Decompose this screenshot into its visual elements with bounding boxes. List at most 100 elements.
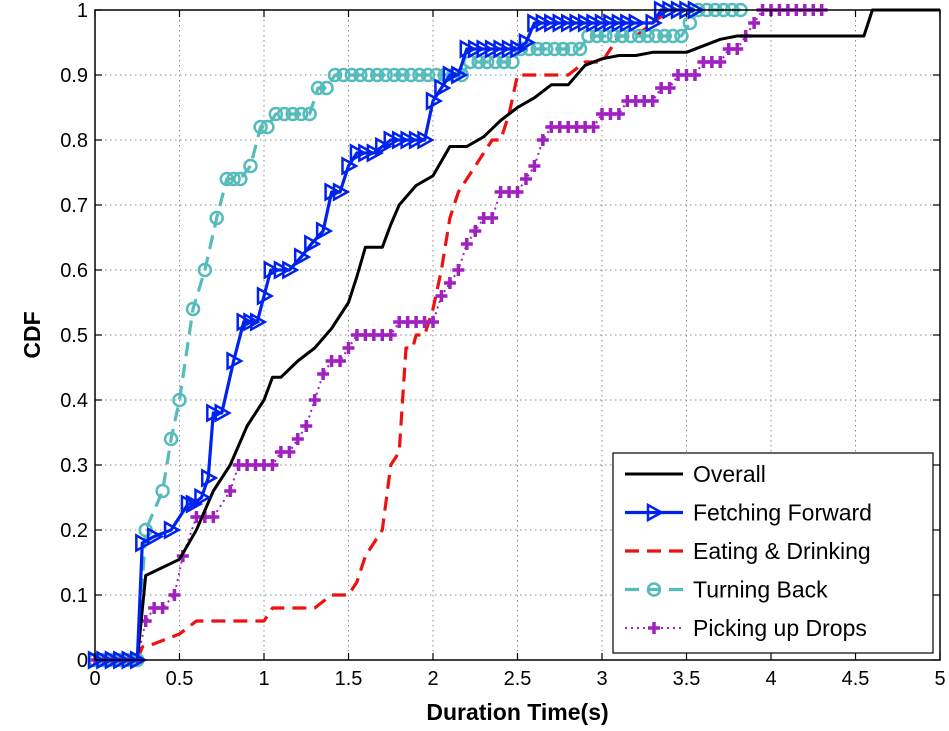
triangle-marker bbox=[560, 13, 579, 33]
triangle-marker bbox=[577, 13, 596, 33]
plus-marker bbox=[486, 212, 499, 224]
plus-marker bbox=[536, 134, 549, 146]
triangle-marker bbox=[358, 143, 376, 163]
triangle-marker bbox=[282, 260, 300, 280]
triangle-marker bbox=[569, 13, 587, 33]
circle-marker bbox=[547, 41, 562, 57]
plus-marker bbox=[731, 43, 744, 55]
circle-marker bbox=[319, 80, 334, 96]
plus-marker bbox=[469, 225, 482, 237]
triangle-marker bbox=[611, 13, 629, 33]
plus-marker bbox=[435, 290, 448, 302]
circle-marker bbox=[310, 80, 326, 96]
legend-label: Fetching Forward bbox=[693, 500, 872, 526]
triangle-marker bbox=[586, 13, 604, 33]
triangle-marker bbox=[459, 39, 477, 59]
triangle-marker bbox=[341, 156, 359, 176]
circle-marker bbox=[219, 171, 235, 187]
plus-marker bbox=[460, 238, 473, 250]
circle-marker bbox=[420, 67, 436, 83]
legend-label: Turning Back bbox=[693, 577, 828, 603]
triangle-marker bbox=[226, 351, 244, 371]
plus-marker bbox=[511, 186, 524, 198]
triangle-marker bbox=[200, 468, 219, 488]
triangle-marker bbox=[544, 13, 562, 33]
circle-marker bbox=[197, 262, 213, 278]
circle-marker bbox=[353, 67, 368, 83]
triangle-marker bbox=[324, 182, 342, 202]
triangle-marker bbox=[206, 403, 224, 423]
triangle-marker bbox=[273, 260, 291, 280]
triangle-marker bbox=[417, 130, 435, 150]
triangle-marker bbox=[535, 13, 553, 33]
plus-marker bbox=[207, 511, 220, 523]
circle-marker bbox=[285, 106, 300, 122]
triangle-marker bbox=[293, 247, 312, 267]
triangle-marker bbox=[180, 494, 199, 514]
circle-marker bbox=[564, 41, 579, 57]
y-tick-label: 0.2 bbox=[60, 520, 88, 542]
triangle-marker bbox=[163, 520, 182, 540]
plus-marker bbox=[443, 277, 456, 289]
x-tick-label: 2.5 bbox=[504, 668, 532, 690]
circle-marker bbox=[378, 67, 393, 83]
triangle-marker bbox=[646, 502, 665, 523]
triangle-marker bbox=[468, 39, 486, 59]
plus-marker bbox=[648, 622, 660, 634]
triangle-marker bbox=[442, 65, 460, 85]
plus-marker bbox=[612, 108, 625, 120]
circle-marker bbox=[185, 301, 201, 317]
series-0 bbox=[95, 8, 940, 662]
triangle-marker bbox=[249, 312, 268, 332]
triangle-marker bbox=[185, 494, 204, 514]
tick-layer: 0 0.5 1 1.5 2 2.5 3 3.5 4 4.5 5 0 0.1 0.2 0.3 0.4 0.5 0.6… bbox=[60, 0, 945, 690]
legend-label: Eating & Drinking bbox=[693, 538, 871, 564]
plus-marker bbox=[317, 368, 330, 380]
triangle-marker bbox=[383, 130, 401, 150]
circle-marker bbox=[243, 158, 258, 174]
legend-label: Picking up Drops bbox=[693, 615, 867, 641]
plus-marker bbox=[427, 316, 439, 328]
y-tick-label: 0.7 bbox=[60, 195, 88, 217]
circle-marker bbox=[403, 67, 419, 83]
triangle-marker bbox=[425, 91, 444, 111]
series-line bbox=[95, 8, 671, 662]
circle-marker bbox=[530, 41, 546, 57]
y-tick-label: 1 bbox=[77, 0, 88, 22]
triangle-marker bbox=[214, 403, 232, 423]
plus-marker bbox=[342, 342, 355, 354]
plus-marker bbox=[663, 82, 676, 94]
triangle-marker bbox=[451, 65, 469, 85]
series-line bbox=[95, 8, 940, 662]
triangle-marker bbox=[332, 182, 351, 202]
triangle-marker bbox=[315, 221, 334, 241]
circle-marker bbox=[226, 171, 241, 187]
triangle-marker bbox=[135, 533, 153, 553]
plus-marker bbox=[452, 264, 465, 276]
circle-marker bbox=[163, 431, 179, 447]
plus-marker bbox=[266, 459, 279, 471]
plus-marker bbox=[308, 394, 321, 406]
circle-marker bbox=[412, 67, 427, 83]
circle-marker bbox=[555, 41, 571, 57]
plus-marker bbox=[528, 160, 541, 172]
circle-marker bbox=[631, 28, 647, 44]
triangle-marker bbox=[594, 13, 613, 33]
circle-marker bbox=[327, 67, 343, 83]
x-tick-label: 3.5 bbox=[673, 668, 701, 690]
y-tick-label: 0.6 bbox=[60, 260, 88, 282]
series-2 bbox=[95, 8, 671, 662]
triangle-marker bbox=[518, 32, 537, 53]
plus-marker bbox=[519, 173, 532, 185]
y-tick-label: 0.3 bbox=[60, 455, 88, 477]
circle-marker bbox=[155, 483, 170, 499]
circle-marker bbox=[395, 67, 410, 83]
circle-marker bbox=[302, 106, 317, 122]
x-tick-label: 4.5 bbox=[842, 668, 870, 690]
y-tick-label: 0.5 bbox=[60, 325, 88, 347]
triangle-marker bbox=[146, 526, 165, 547]
circle-marker bbox=[386, 67, 402, 83]
triangle-marker bbox=[620, 13, 638, 33]
x-tick-label: 1 bbox=[258, 668, 269, 690]
